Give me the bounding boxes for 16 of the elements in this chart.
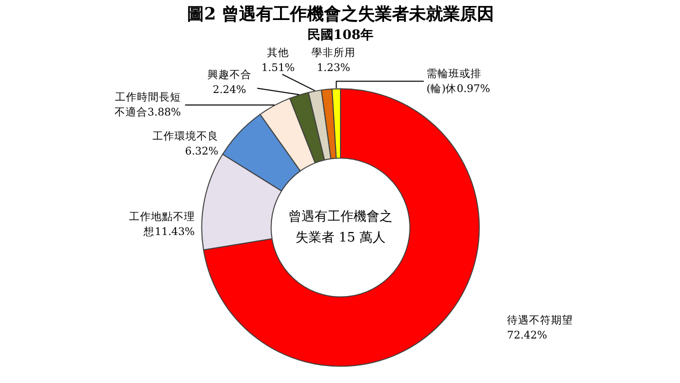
- slice-label: 工作地點不理想11.43%: [128, 210, 195, 238]
- data-label: 6.32%: [185, 145, 218, 158]
- chart-subtitle: 民國108年: [307, 28, 374, 43]
- chart-title: 圖2 曾遇有工作機會之失業者未就業原因: [187, 4, 494, 24]
- slice-label: 需輪班或排(輪)休0.97%: [426, 66, 490, 95]
- data-label: 1.23%: [316, 62, 350, 74]
- slice-label: 待遇不符期望: [507, 313, 574, 326]
- slice-label: 學非所用: [312, 46, 356, 59]
- slice-label: 其他: [267, 46, 290, 59]
- text: 曾遇有工作機會之失業者 15 萬人: [288, 210, 392, 246]
- data-label: 2.24%: [212, 84, 246, 96]
- slice-label: 工作時間長短不適合3.88%: [114, 90, 181, 118]
- slice-label: 興趣不合: [207, 68, 252, 82]
- data-label: 1.51%: [261, 62, 295, 74]
- slice-label: 工作環境不良: [152, 129, 218, 142]
- data-label: 72.42%: [507, 329, 548, 342]
